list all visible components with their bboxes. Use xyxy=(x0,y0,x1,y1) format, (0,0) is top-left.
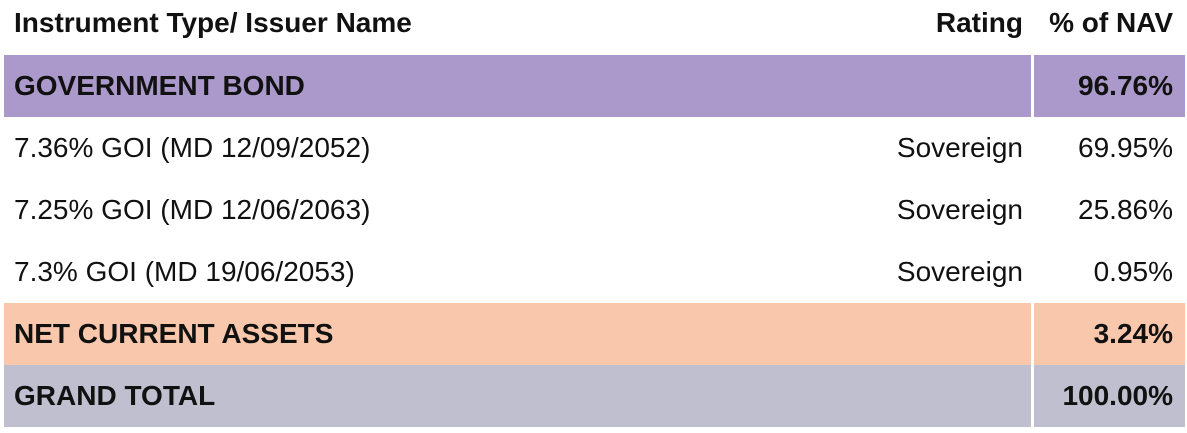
holding-row: 7.36% GOI (MD 12/09/2052) Sovereign 69.95% xyxy=(4,117,1185,179)
holding-row: 7.25% GOI (MD 12/06/2063) Sovereign 25.86% xyxy=(4,179,1185,241)
rating-cell: Sovereign xyxy=(896,194,1023,225)
header-cell: % of NAV xyxy=(1049,7,1173,38)
column-separator xyxy=(1031,55,1034,117)
column-separator xyxy=(1031,365,1034,427)
nav-cell: 3.24% xyxy=(1093,318,1173,349)
name-cell: 7.3% GOI (MD 19/06/2053) xyxy=(14,256,355,287)
name-cell: 7.36% GOI (MD 12/09/2052) xyxy=(14,132,371,163)
section-row: GRAND TOTAL 100.00% xyxy=(4,365,1185,427)
nav-cell: 69.95% xyxy=(1078,132,1173,163)
column-separator xyxy=(1031,303,1034,365)
nav-cell: 25.86% xyxy=(1078,194,1173,225)
nav-cell: 96.76% xyxy=(1078,70,1173,101)
name-cell: GOVERNMENT BOND xyxy=(14,70,305,101)
name-cell: NET CURRENT ASSETS xyxy=(14,318,334,349)
header-row: Instrument Type/ Issuer Name Rating % of… xyxy=(4,0,1185,55)
header-cell: Instrument Type/ Issuer Name xyxy=(14,7,412,38)
name-cell: GRAND TOTAL xyxy=(14,380,216,411)
name-cell: 7.25% GOI (MD 12/06/2063) xyxy=(14,194,371,225)
section-row: NET CURRENT ASSETS 3.24% xyxy=(4,303,1185,365)
rating-cell: Sovereign xyxy=(896,256,1023,287)
nav-cell: 100.00% xyxy=(1062,380,1173,411)
rating-cell: Sovereign xyxy=(896,132,1023,163)
holding-row: 7.3% GOI (MD 19/06/2053) Sovereign 0.95% xyxy=(4,241,1185,303)
section-row: GOVERNMENT BOND 96.76% xyxy=(4,55,1185,117)
nav-cell: 0.95% xyxy=(1093,256,1173,287)
header-cell: Rating xyxy=(935,7,1023,38)
